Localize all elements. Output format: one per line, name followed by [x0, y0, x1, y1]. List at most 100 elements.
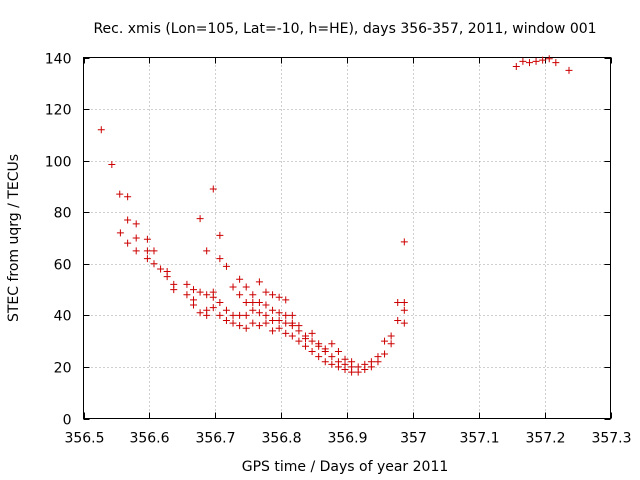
grid-layer [83, 57, 611, 419]
data-point [394, 317, 402, 325]
data-point [341, 355, 349, 363]
data-point [229, 319, 237, 327]
data-point [275, 309, 283, 317]
chart-title: Rec. xmis (Lon=105, Lat=-10, h=HE), days… [93, 21, 596, 37]
data-point [255, 278, 263, 286]
data-point [242, 298, 250, 306]
y-tick-label: 60 [54, 258, 72, 274]
data-points [97, 55, 573, 376]
y-axis-label: STEC from uqrg / TECUs [6, 154, 22, 322]
data-point [328, 360, 336, 368]
data-point [150, 247, 158, 255]
data-point [328, 340, 336, 348]
data-point [282, 311, 290, 319]
data-point [275, 317, 283, 325]
data-point [222, 317, 230, 325]
data-point [387, 332, 395, 340]
data-point [321, 358, 329, 366]
data-point [308, 347, 316, 355]
data-point [132, 247, 140, 255]
data-point [381, 350, 389, 358]
data-point [565, 66, 573, 74]
x-axis-label: GPS time / Days of year 2011 [242, 459, 449, 475]
data-point [124, 216, 132, 224]
data-point [203, 291, 211, 299]
data-point [315, 353, 323, 361]
y-tick-label: 0 [63, 413, 72, 429]
y-tick-label: 20 [54, 361, 72, 377]
data-point [255, 309, 263, 317]
x-tick-label: 356.9 [327, 431, 367, 447]
data-point [150, 260, 158, 268]
data-point [525, 59, 533, 67]
data-point [216, 298, 224, 306]
data-point [269, 291, 277, 299]
data-point [249, 306, 257, 314]
data-point [143, 247, 151, 255]
x-tick-label: 357.2 [525, 431, 565, 447]
data-point [216, 255, 224, 263]
data-point [157, 265, 165, 273]
data-point [354, 368, 362, 376]
data-point [400, 306, 408, 314]
data-point [400, 238, 408, 246]
y-axis: 0 20 40 60 80 100 120 140 [45, 52, 611, 429]
data-point [196, 309, 204, 317]
data-point [124, 239, 132, 247]
data-point [255, 322, 263, 330]
data-point [288, 311, 296, 319]
data-point [341, 366, 349, 374]
data-point [288, 332, 296, 340]
data-point [209, 185, 217, 193]
x-tick-label: 356.5 [64, 431, 104, 447]
y-tick-label: 40 [54, 309, 72, 325]
data-point [203, 311, 211, 319]
data-point [196, 288, 204, 296]
data-point [116, 190, 124, 198]
data-point [367, 363, 375, 371]
data-point [236, 291, 244, 299]
data-point [269, 317, 277, 325]
data-point [262, 288, 270, 296]
data-point [132, 234, 140, 242]
y-tick-label: 100 [45, 155, 72, 171]
data-point [222, 306, 230, 314]
data-point [262, 319, 270, 327]
data-point [381, 337, 389, 345]
data-point [301, 342, 309, 350]
data-point [262, 311, 270, 319]
data-point [321, 345, 329, 353]
data-point [400, 298, 408, 306]
x-tick-label: 357 [400, 431, 427, 447]
data-point [209, 304, 217, 312]
data-point [282, 319, 290, 327]
data-point [295, 337, 303, 345]
data-point [190, 301, 198, 309]
data-point [552, 59, 560, 67]
data-point [209, 293, 217, 301]
x-tick-label: 356.8 [261, 431, 301, 447]
data-point [308, 329, 316, 337]
data-point [249, 291, 257, 299]
data-point [116, 229, 124, 237]
data-point [275, 293, 283, 301]
data-point [512, 63, 520, 71]
data-point [163, 273, 171, 281]
data-point [236, 322, 244, 330]
data-point [124, 193, 132, 201]
data-point [143, 255, 151, 263]
data-point [348, 358, 356, 366]
data-point [132, 220, 140, 228]
data-point [242, 324, 250, 332]
data-point [183, 280, 191, 288]
data-point [216, 231, 224, 239]
y-tick-label: 140 [45, 52, 72, 68]
data-point [545, 55, 553, 63]
data-point [108, 161, 116, 169]
x-tick-label: 356.6 [129, 431, 169, 447]
data-point [190, 286, 198, 294]
data-point [203, 247, 211, 255]
x-tick-label: 356.7 [195, 431, 235, 447]
data-point [519, 57, 527, 65]
